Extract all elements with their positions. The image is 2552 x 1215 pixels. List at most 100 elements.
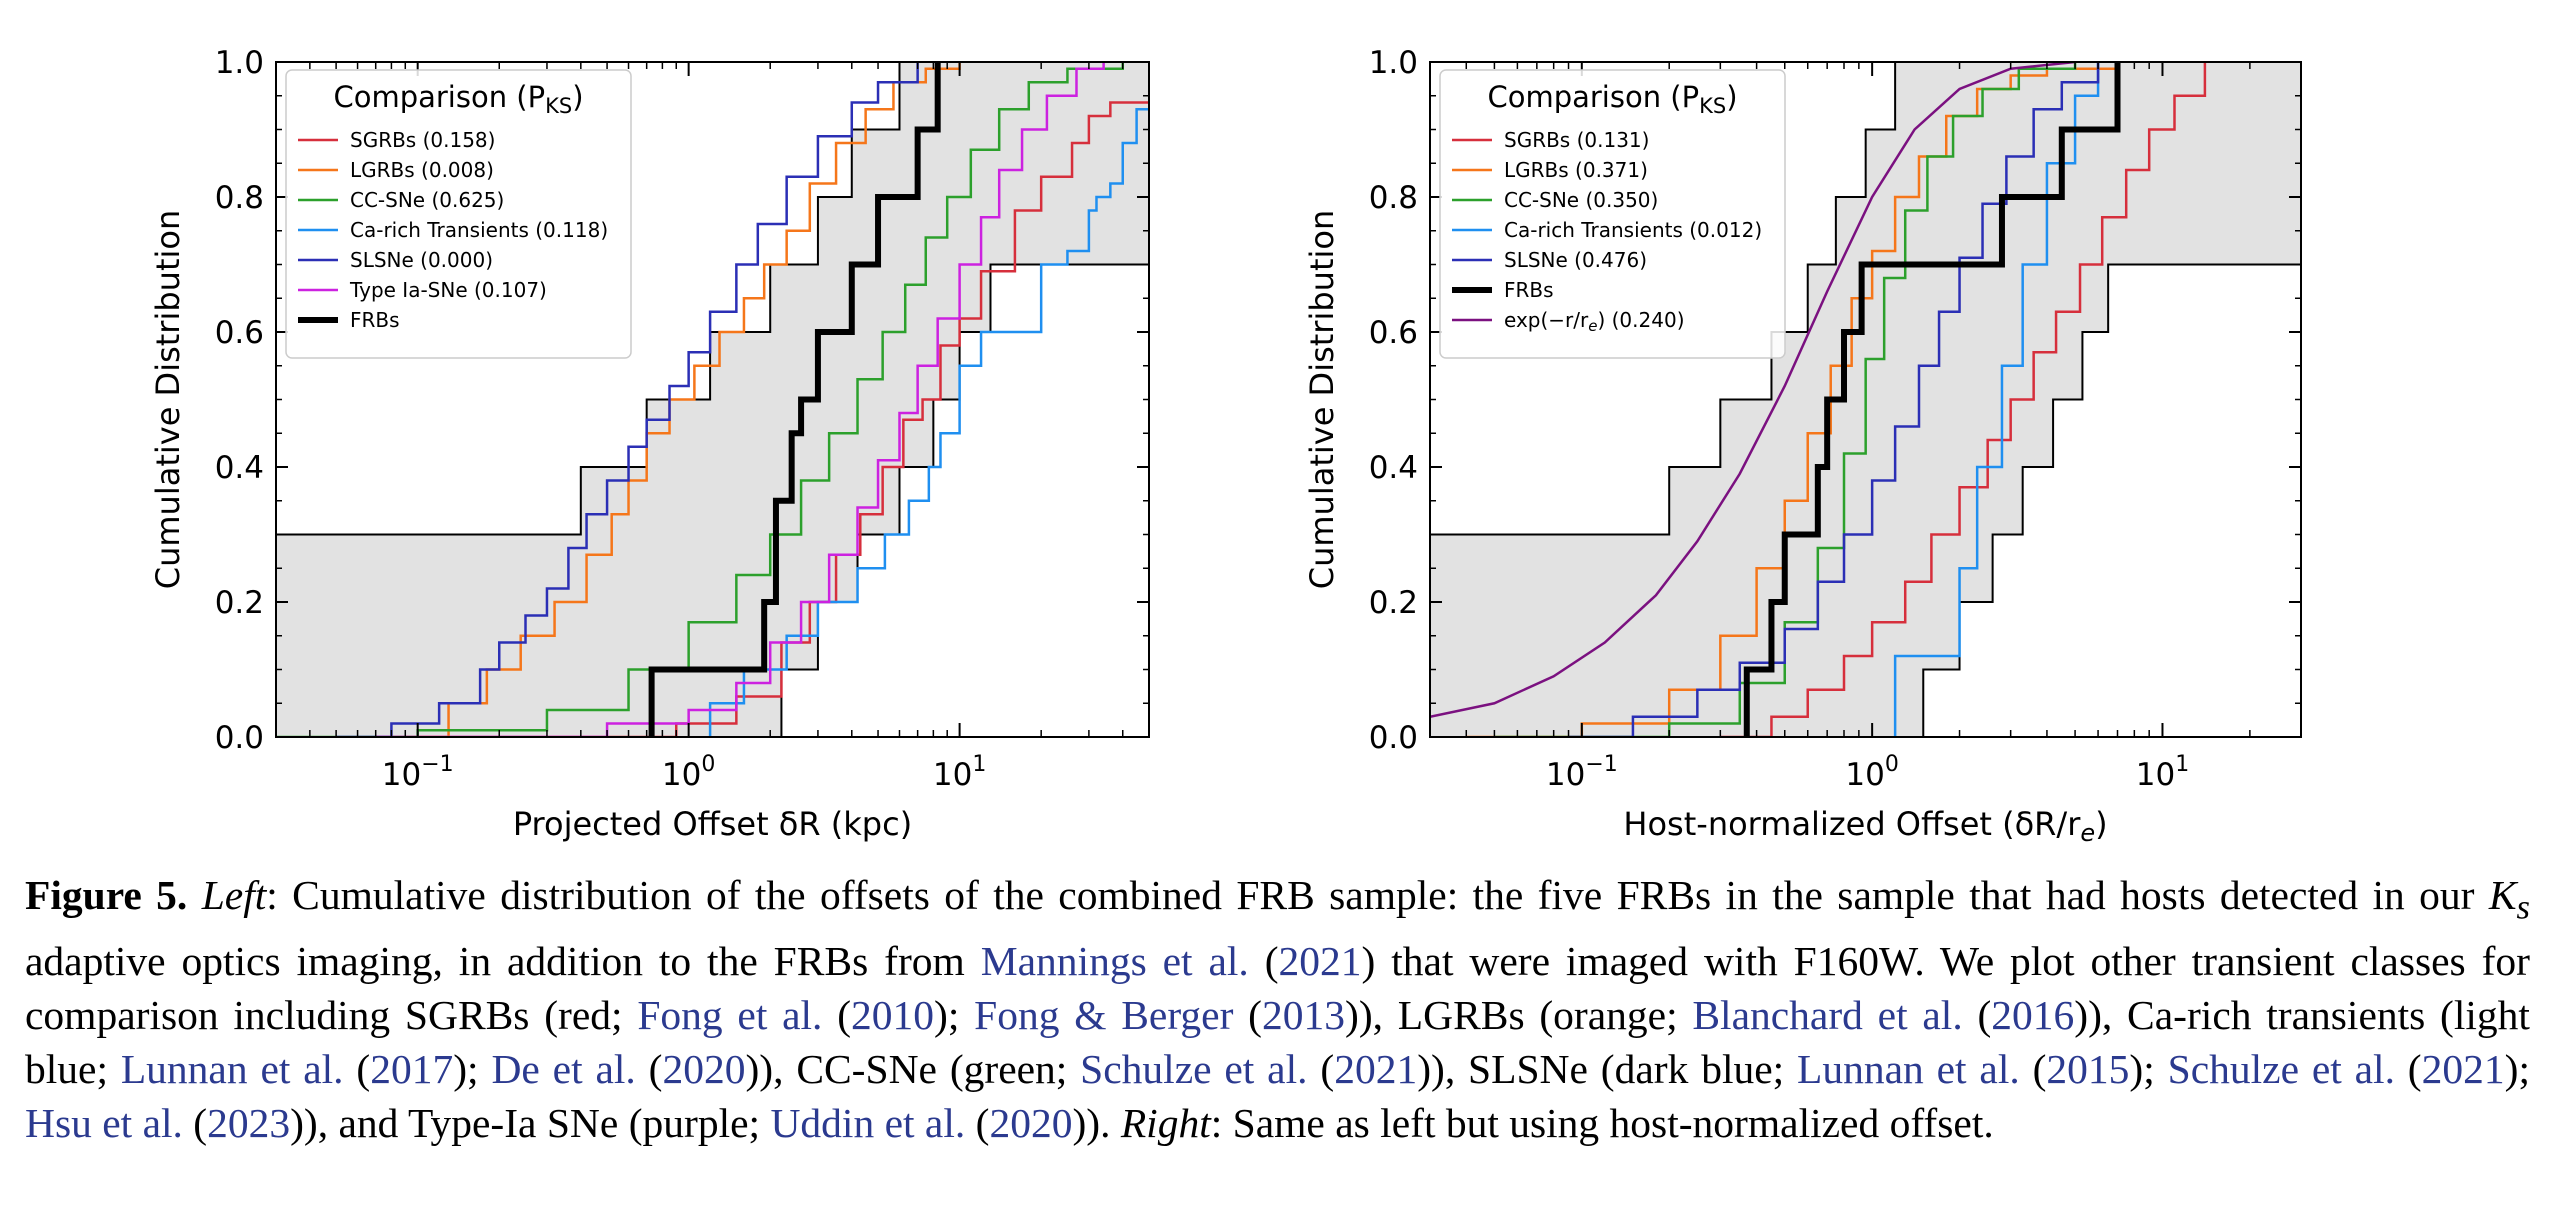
legend-entry-label: SGRBs (0.158) xyxy=(350,128,495,152)
legend-entry-label: Type Ia-SNe (0.107) xyxy=(349,278,547,302)
caption-text: )). xyxy=(1072,1100,1121,1147)
legend-entry-label: CC-SNe (0.350) xyxy=(1504,188,1658,212)
caption-text: ( xyxy=(635,1046,663,1093)
x-tick-label: 10−1 xyxy=(382,752,454,793)
x-axis-label: Host-normalized Offset (δR/re) xyxy=(1623,805,2107,847)
legend-title: Comparison (PKS) xyxy=(1487,80,1737,118)
y-tick-label: 0.6 xyxy=(1369,315,1418,351)
y-tick-label: 0.2 xyxy=(215,585,264,621)
caption-text: : Cumulative distribution of the offsets… xyxy=(266,872,2489,918)
caption-text: )), LGRBs (orange; xyxy=(1345,992,1693,1039)
band-lower-edge xyxy=(276,263,1149,737)
citation-link[interactable]: 2016 xyxy=(1991,992,2075,1039)
series-line-slsne xyxy=(336,62,919,737)
caption-text: adaptive optics imaging, in addition to … xyxy=(25,938,981,985)
citation-link[interactable]: Blanchard et al. xyxy=(1692,992,1963,1039)
citation-link[interactable]: Fong & Berger xyxy=(974,992,1234,1039)
caption-text: ) that were imaged with F160W. We plot o… xyxy=(25,938,2530,1039)
caption-text: ( xyxy=(343,1046,371,1093)
legend-entry-label: Ca-rich Transients (0.012) xyxy=(1504,218,1762,242)
x-tick-label: 101 xyxy=(933,752,986,793)
citation-link[interactable]: Schulze et al. xyxy=(2167,1046,2395,1093)
caption-text: ( xyxy=(182,1100,208,1147)
caption-text: )), and Type-Ia SNe (purple; xyxy=(290,1100,771,1147)
caption-text: ( xyxy=(1307,1046,1335,1093)
caption-text: ); xyxy=(2129,1046,2168,1093)
caption-text: ( xyxy=(965,1100,990,1147)
caption-text: ( xyxy=(1233,992,1262,1039)
legend-entry-label: FRBs xyxy=(1504,278,1554,302)
series-line-frbs xyxy=(1743,62,2121,737)
series-line-sgrbs xyxy=(1720,62,2207,737)
y-tick-label: 0.4 xyxy=(215,450,264,486)
figure-caption: Figure 5. Left: Cumulative distribution … xyxy=(25,868,2530,1150)
legend-entry-label: SLSNe (0.000) xyxy=(350,248,493,272)
y-tick-label: 1.0 xyxy=(1369,45,1418,81)
x-tick-label: 101 xyxy=(2136,752,2189,793)
citation-link[interactable]: Uddin et al. xyxy=(770,1100,966,1147)
citation-link[interactable]: 2023 xyxy=(207,1100,291,1147)
caption-text: Left xyxy=(201,872,267,918)
caption-text: )), CC-SNe (green; xyxy=(745,1046,1081,1093)
caption-text: ( xyxy=(822,992,852,1039)
legend-entry-label: LGRBs (0.371) xyxy=(1504,158,1648,182)
citation-link[interactable]: 2020 xyxy=(662,1046,746,1093)
series-line-lgrbs xyxy=(405,62,961,737)
citation-link[interactable]: Lunnan et al. xyxy=(1797,1046,2020,1093)
band-lower-edge xyxy=(1430,263,2301,737)
series-line-cc-sne xyxy=(276,62,1124,737)
caption-text: K xyxy=(2488,872,2517,918)
citation-link[interactable]: 2015 xyxy=(2046,1046,2130,1093)
band-upper-edge xyxy=(276,62,1149,536)
band-upper-edge xyxy=(1430,62,2301,536)
series-line-slsne xyxy=(1568,62,2100,737)
citation-link[interactable]: 2010 xyxy=(851,992,935,1039)
frb-confidence-band xyxy=(276,62,1149,737)
series-line-sgrbs xyxy=(375,101,1149,737)
y-tick-label: 0.0 xyxy=(215,720,264,756)
x-axis-label: Projected Offset δR (kpc) xyxy=(513,805,912,843)
legend-entry-label: CC-SNe (0.625) xyxy=(350,188,504,212)
y-tick-label: 0.2 xyxy=(1369,585,1418,621)
caption-text: ( xyxy=(2394,1046,2422,1093)
citation-link[interactable]: Hsu et al. xyxy=(25,1100,183,1147)
citation-link[interactable]: De et al. xyxy=(491,1046,636,1093)
legend-entry-label: SGRBs (0.131) xyxy=(1504,128,1649,152)
caption-text: )), SLSNe (dark blue; xyxy=(1417,1046,1798,1093)
citation-link[interactable]: 2017 xyxy=(370,1046,454,1093)
citation-link[interactable]: 2021 xyxy=(1278,938,1362,985)
left-panel: 0.0 0.2 0.4 0.6 0.8 1.0 10−1 100 101 Projected Of… xyxy=(149,45,1150,843)
x-tick-label: 10−1 xyxy=(1546,752,1618,793)
citation-link[interactable]: Schulze et al. xyxy=(1080,1046,1308,1093)
citation-link[interactable]: 2021 xyxy=(2421,1046,2505,1093)
series-line-exp xyxy=(1430,62,2076,718)
legend-entry-label: Ca-rich Transients (0.118) xyxy=(350,218,608,242)
y-tick-label: 0.4 xyxy=(1369,450,1418,486)
caption-text: ( xyxy=(1962,992,1992,1039)
y-tick-label: 1.0 xyxy=(215,45,264,81)
citation-link[interactable]: Mannings et al. xyxy=(980,938,1249,985)
caption-text: ); xyxy=(934,992,975,1039)
x-tick-label: 100 xyxy=(662,752,715,793)
caption-text: ( xyxy=(2019,1046,2047,1093)
legend-box xyxy=(285,69,632,359)
citation-link[interactable]: 2021 xyxy=(1334,1046,1418,1093)
citation-link[interactable]: 2020 xyxy=(989,1100,1073,1147)
series-line-frbs xyxy=(648,62,941,737)
x-tick-label: 100 xyxy=(1845,752,1898,793)
y-axis-label: Cumulative Distribution xyxy=(149,210,187,590)
legend-title: Comparison (PKS) xyxy=(333,80,583,118)
series-line-cc-sne xyxy=(1494,62,2077,737)
caption-text: ); xyxy=(453,1046,492,1093)
figure-panels: 0.0 0.2 0.4 0.6 0.8 1.0 10−1 100 101 Projected Of… xyxy=(149,45,2302,847)
citation-link[interactable]: Lunnan et al. xyxy=(120,1046,344,1093)
caption-text: s xyxy=(2516,888,2531,927)
citation-link[interactable]: Fong et al. xyxy=(637,992,823,1039)
legend-box xyxy=(1439,69,1786,359)
plot-area xyxy=(1430,62,2301,737)
caption-text: )), Ca-rich transients (light blue; xyxy=(25,992,2530,1093)
y-axis-label: Cumulative Distribution xyxy=(1303,210,1341,590)
caption-text: ); xyxy=(2504,1046,2530,1093)
citation-link[interactable]: 2013 xyxy=(1262,992,1345,1039)
legend-entry-label: FRBs xyxy=(350,308,400,332)
